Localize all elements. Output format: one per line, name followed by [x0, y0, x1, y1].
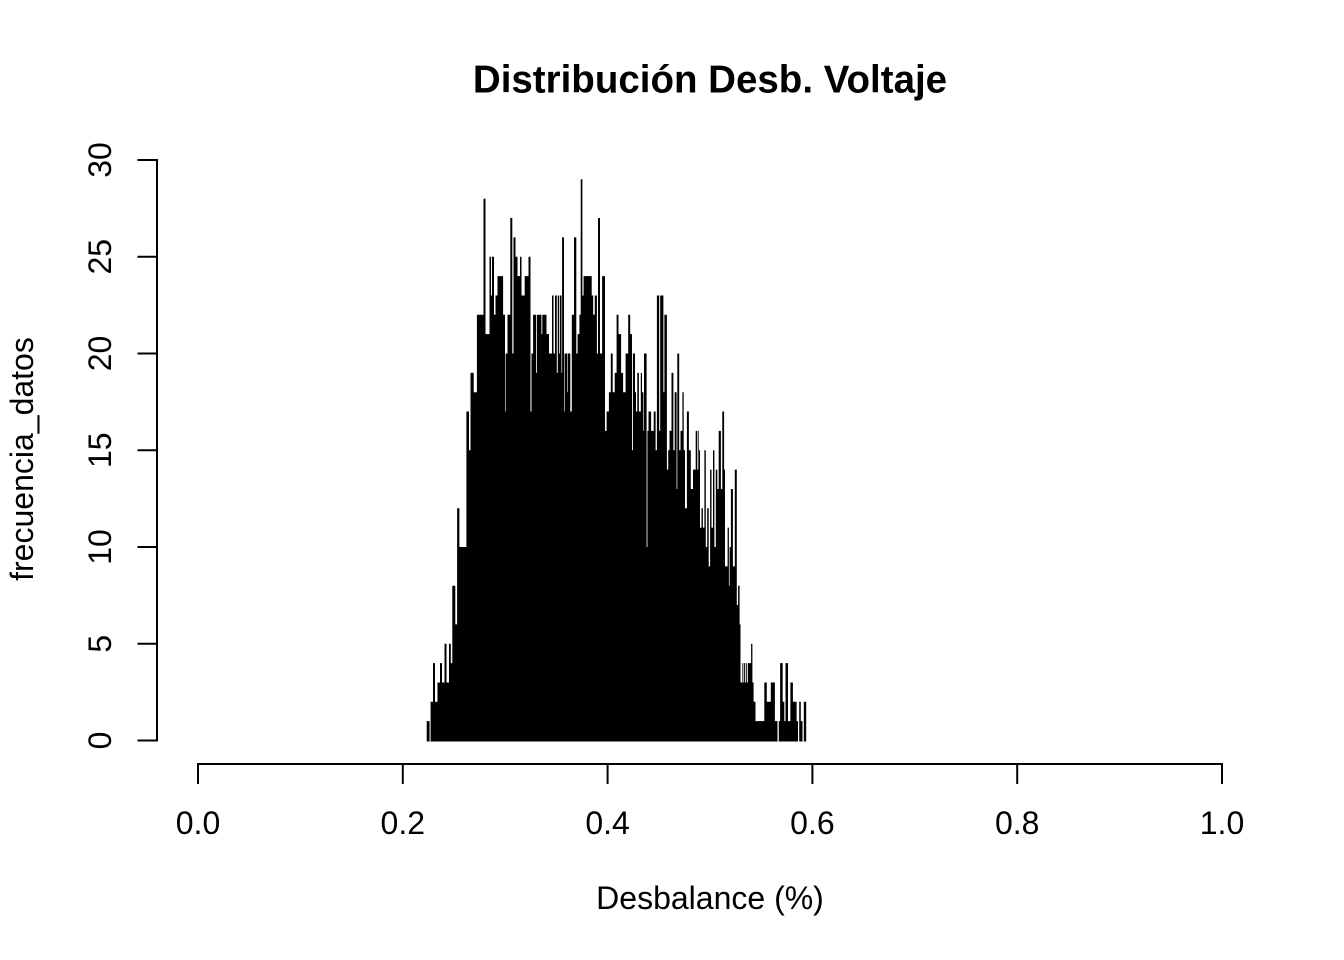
svg-text:30: 30	[82, 142, 118, 178]
svg-text:0.6: 0.6	[790, 805, 834, 841]
svg-text:Desbalance (%): Desbalance (%)	[596, 880, 824, 916]
svg-text:Distribución Desb. Voltaje: Distribución Desb. Voltaje	[473, 59, 947, 102]
svg-text:0.4: 0.4	[585, 805, 629, 841]
svg-text:frecuencia_datos: frecuencia_datos	[4, 337, 40, 581]
svg-text:5: 5	[82, 635, 118, 653]
svg-text:0.2: 0.2	[381, 805, 425, 841]
svg-text:10: 10	[82, 529, 118, 565]
svg-text:0: 0	[82, 732, 118, 750]
svg-text:15: 15	[82, 432, 118, 468]
svg-text:1.0: 1.0	[1200, 805, 1244, 841]
svg-text:20: 20	[82, 336, 118, 372]
svg-text:25: 25	[82, 239, 118, 275]
svg-text:0.0: 0.0	[176, 805, 220, 841]
svg-text:0.8: 0.8	[995, 805, 1039, 841]
